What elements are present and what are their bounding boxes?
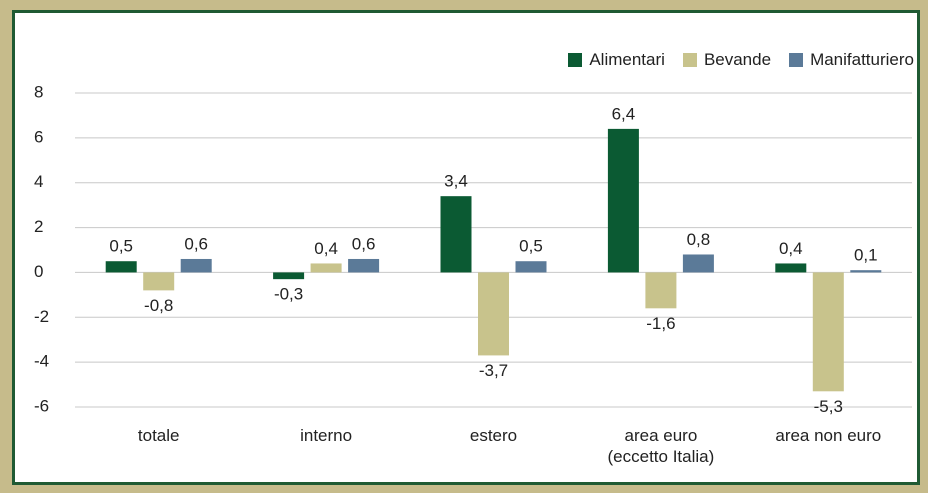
data-label: -0,8 xyxy=(144,296,173,315)
bar xyxy=(682,254,714,273)
legend-item: Alimentari xyxy=(568,50,665,70)
bar xyxy=(143,272,175,291)
bar xyxy=(273,272,305,280)
data-label: 0,6 xyxy=(184,234,208,253)
data-label: -5,3 xyxy=(814,397,843,416)
x-tick-label: totale xyxy=(137,426,180,445)
data-label: 0,4 xyxy=(779,239,803,258)
data-label: -0,3 xyxy=(274,285,303,304)
bar xyxy=(310,263,342,273)
bar xyxy=(348,258,380,273)
data-label: 0,5 xyxy=(109,237,133,256)
bar xyxy=(440,196,472,273)
bar xyxy=(105,261,137,273)
legend-swatch xyxy=(789,53,804,67)
bar xyxy=(812,272,844,392)
x-tick-label: estero xyxy=(469,426,518,445)
data-label: 0,6 xyxy=(352,234,376,253)
legend-label: Bevande xyxy=(703,50,772,69)
legend: Alimentari Bevande Manifatturiero xyxy=(568,50,914,70)
data-label: 0,1 xyxy=(854,246,878,265)
bar xyxy=(645,272,677,309)
data-label: 6,4 xyxy=(612,104,636,123)
y-tick-label: 0 xyxy=(34,262,43,281)
data-label: -1,6 xyxy=(646,314,675,333)
data-label: 0,8 xyxy=(687,230,711,249)
legend-swatch xyxy=(568,53,583,67)
y-tick-label: -6 xyxy=(34,396,49,415)
bar xyxy=(775,263,807,273)
y-tick-label: 6 xyxy=(34,127,43,146)
data-label: -3,7 xyxy=(479,361,508,380)
y-tick-label: -4 xyxy=(34,352,49,371)
data-label: 0,4 xyxy=(314,239,338,258)
y-tick-label: 2 xyxy=(34,217,43,236)
bar xyxy=(515,261,547,273)
y-tick-label: -2 xyxy=(34,307,49,326)
y-tick-label: 8 xyxy=(34,82,43,101)
legend-item: Bevande xyxy=(682,50,772,70)
bar xyxy=(850,270,882,273)
data-label: 0,5 xyxy=(519,237,543,256)
bar xyxy=(478,272,509,356)
bar xyxy=(180,258,212,273)
legend-item: Manifatturiero xyxy=(789,50,914,70)
x-tick-label: area non euro xyxy=(775,426,882,445)
x-tick-label: interno xyxy=(300,426,353,445)
legend-swatch xyxy=(682,53,697,67)
data-label: 3,4 xyxy=(444,172,468,191)
legend-label: Alimentari xyxy=(589,50,665,69)
legend-label: Manifatturiero xyxy=(810,50,914,69)
bar xyxy=(607,128,639,273)
x-tick-label: area euro (eccetto Italia) xyxy=(607,426,715,466)
y-tick-label: 4 xyxy=(34,172,43,191)
